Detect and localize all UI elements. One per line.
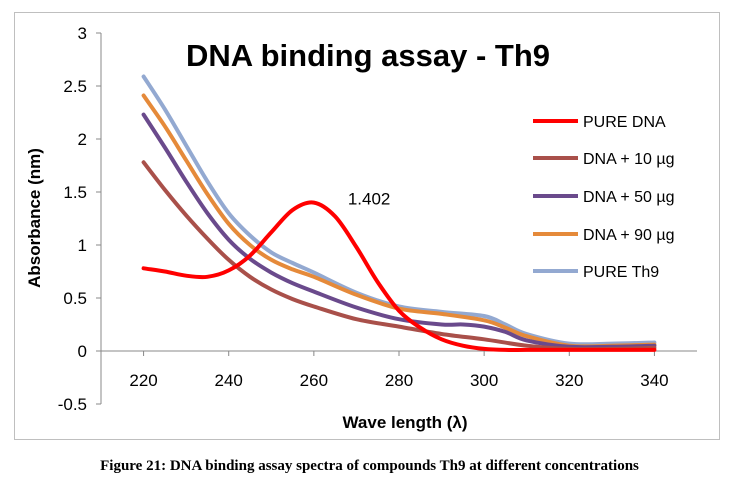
x-tick-label: 220 <box>129 371 157 390</box>
x-axis-title: Wave length (λ) <box>343 413 468 432</box>
y-tick-label: 1 <box>78 236 87 255</box>
y-axis-title: Absorbance (nm) <box>25 148 44 288</box>
y-tick-label: 2.5 <box>63 77 87 96</box>
legend-label: DNA + 10 µg <box>583 151 675 168</box>
x-tick-label: 320 <box>555 371 583 390</box>
legend-label: DNA + 50 µg <box>583 189 675 206</box>
y-tick-label: -0.5 <box>58 395 87 414</box>
y-tick-label: 0.5 <box>63 289 87 308</box>
legend-label: DNA + 90 µg <box>583 227 675 244</box>
y-tick-label: 1.5 <box>63 183 87 202</box>
x-tick-label: 300 <box>470 371 498 390</box>
figure-caption: Figure 21: DNA binding assay spectra of … <box>100 458 639 474</box>
x-tick-label: 260 <box>300 371 328 390</box>
chart-frame <box>14 12 720 440</box>
x-tick-label: 280 <box>385 371 413 390</box>
y-tick-label: 0 <box>78 342 87 361</box>
y-tick-label: 3 <box>78 24 87 43</box>
chart-title: DNA binding assay - Th9 <box>186 38 550 73</box>
x-tick-label: 340 <box>640 371 668 390</box>
legend-label: PURE Th9 <box>583 264 659 281</box>
chart: -0.5 0 0.5 1 1.5 2 2.5 3 220 240 260 280 300 320 340 Wa… <box>25 24 697 432</box>
series-line-5 <box>141 74 657 347</box>
series-line-2 <box>141 160 657 352</box>
series-line-4 <box>141 93 657 349</box>
y-tick-label: 2 <box>78 130 87 149</box>
series-line-1 <box>141 200 657 352</box>
series-line-3 <box>141 112 657 350</box>
legend-label: PURE DNA <box>583 114 666 131</box>
x-tick-label: 240 <box>215 371 243 390</box>
peak-annotation: 1.402 <box>348 189 391 208</box>
